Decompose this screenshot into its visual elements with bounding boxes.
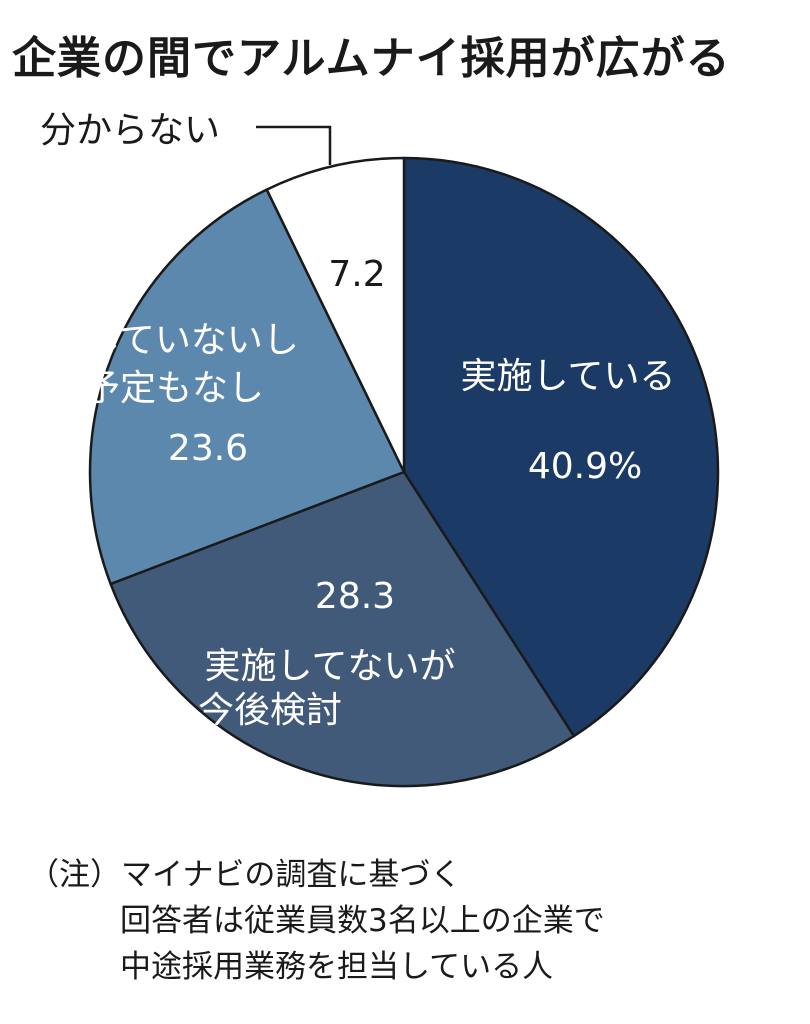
- chart-title: 企業の間でアルムナイ採用が広がる: [12, 33, 731, 84]
- footnote-line-1: （注）マイナビの調査に基づく: [28, 857, 462, 893]
- pie-slice-1: [402, 156, 720, 738]
- footnote: （注）マイナビの調査に基づく 回答者は従業員数3名以上の企業で 中途採用業務を担…: [28, 852, 605, 990]
- slice-label-2-line-2: 今後検討: [198, 690, 342, 731]
- slice-label-3: 実施していないし: [12, 320, 299, 361]
- footnote-line-3: 中途採用業務を担当している人: [120, 949, 554, 985]
- slice-label-2: 実施してないが: [205, 646, 456, 687]
- slice-label-3-line-2: 検討予定もなし: [12, 368, 264, 409]
- slice-value-4: 7.2: [328, 254, 385, 295]
- slice-label-1: 実施している: [461, 356, 676, 397]
- slice-label-4: 分からない: [40, 110, 220, 151]
- slice-value-1: 40.9%: [528, 446, 642, 487]
- pie-slice-3: [88, 188, 406, 586]
- leader-line: [256, 125, 332, 165]
- slice-value-2: 28.3: [315, 576, 395, 617]
- pie-slice-2: [109, 470, 576, 788]
- footnote-line-2: 回答者は従業員数3名以上の企業で: [120, 903, 605, 939]
- pie-slice-4: [265, 156, 406, 474]
- slice-value-3: 23.6: [168, 428, 248, 469]
